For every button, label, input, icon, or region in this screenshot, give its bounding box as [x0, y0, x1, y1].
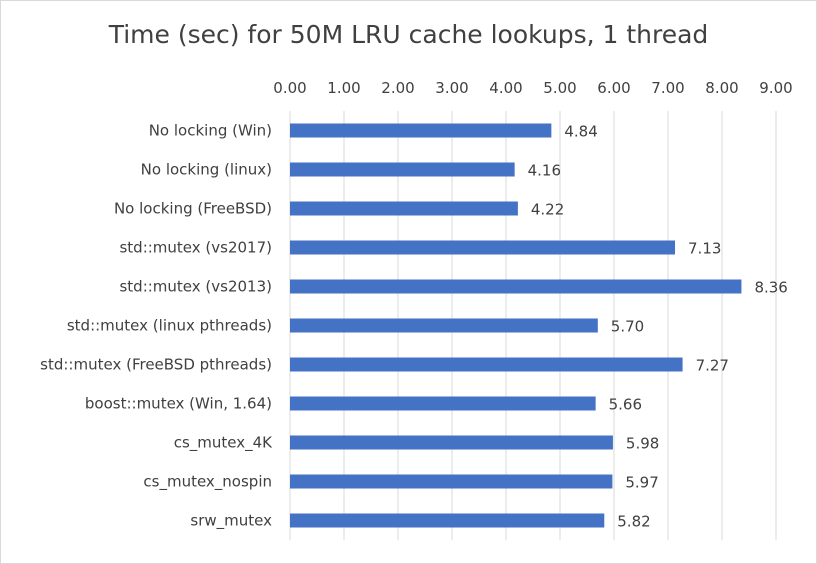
data-label: 5.98	[626, 435, 659, 453]
bar	[290, 162, 515, 177]
category-label: cs_mutex_nospin	[143, 473, 272, 492]
bar	[290, 513, 605, 528]
category-label: std::mutex (vs2013)	[119, 278, 272, 296]
bar	[290, 474, 613, 489]
x-tick-label: 9.00	[759, 79, 792, 97]
data-label: 7.13	[688, 240, 721, 258]
x-tick-label: 8.00	[705, 79, 738, 97]
x-tick-label: 7.00	[651, 79, 684, 97]
bar	[290, 201, 518, 216]
data-label: 4.84	[564, 123, 597, 141]
data-label: 8.36	[754, 279, 787, 297]
category-label: No locking (linux)	[141, 161, 272, 179]
x-tick-label: 2.00	[381, 79, 414, 97]
data-label: 4.16	[528, 162, 561, 180]
bar	[290, 240, 676, 255]
chart-title: Time (sec) for 50M LRU cache lookups, 1 …	[108, 20, 709, 49]
category-label: srw_mutex	[190, 512, 272, 531]
x-tick-label: 5.00	[543, 79, 576, 97]
bar	[290, 279, 742, 294]
data-label: 4.22	[531, 201, 564, 219]
x-tick-label: 6.00	[597, 79, 630, 97]
x-tick-label: 0.00	[273, 79, 306, 97]
category-label: cs_mutex_4K	[174, 434, 273, 453]
bar	[290, 357, 683, 372]
data-label: 5.97	[625, 474, 658, 492]
category-label: boost::mutex (Win, 1.64)	[85, 395, 272, 413]
category-label: No locking (FreeBSD)	[114, 200, 272, 218]
category-label: std::mutex (vs2017)	[119, 239, 272, 257]
x-tick-label: 3.00	[435, 79, 468, 97]
bar	[290, 318, 598, 333]
bar	[290, 123, 552, 138]
category-label: std::mutex (linux pthreads)	[67, 317, 272, 335]
data-label: 5.66	[609, 396, 642, 414]
data-label: 5.82	[617, 513, 650, 531]
x-tick-label: 1.00	[327, 79, 360, 97]
data-label: 5.70	[611, 318, 644, 336]
bar	[290, 396, 596, 411]
x-tick-label: 4.00	[489, 79, 522, 97]
category-label: No locking (Win)	[149, 122, 272, 140]
bar	[290, 435, 613, 450]
data-label: 7.27	[696, 357, 729, 375]
category-label: std::mutex (FreeBSD pthreads)	[40, 356, 272, 374]
